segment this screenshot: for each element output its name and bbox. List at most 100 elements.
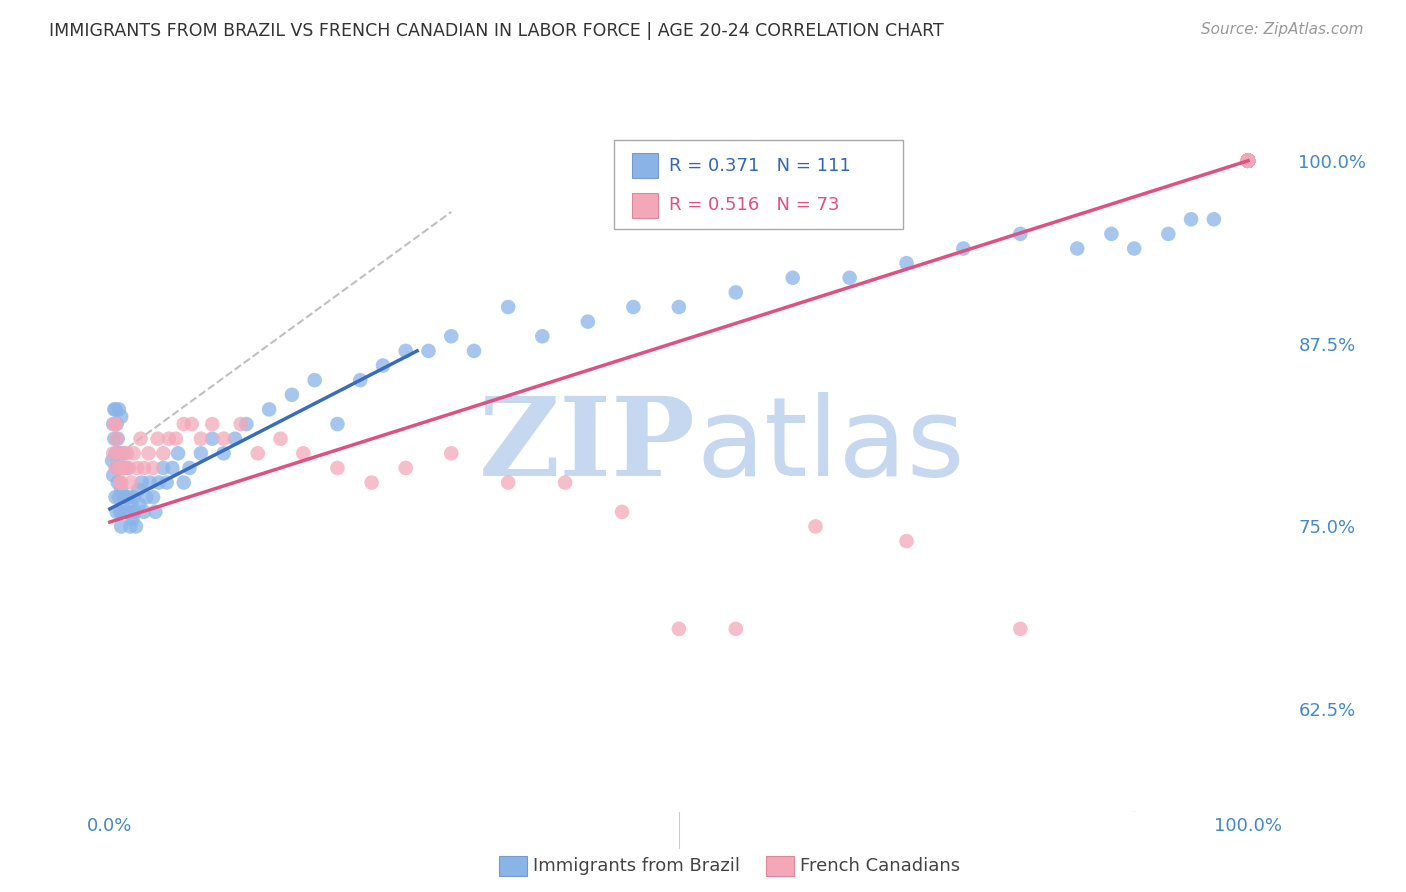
Point — [224, 432, 246, 446]
Text: atlas: atlas — [696, 392, 965, 500]
Point — [1237, 153, 1260, 168]
Point — [122, 446, 145, 460]
Point — [1237, 153, 1260, 168]
Point — [120, 519, 142, 533]
Point — [257, 402, 280, 417]
Point — [108, 505, 131, 519]
Point — [152, 461, 174, 475]
Text: Immigrants from Brazil: Immigrants from Brazil — [533, 857, 740, 875]
Point — [103, 417, 125, 431]
Point — [1010, 227, 1032, 241]
Point — [1237, 153, 1260, 168]
Point — [246, 446, 269, 460]
Point — [1237, 153, 1260, 168]
Point — [112, 446, 135, 460]
Point — [108, 461, 131, 475]
Point — [108, 490, 131, 504]
Point — [127, 461, 149, 475]
Point — [129, 432, 152, 446]
Text: R = 0.371   N = 111: R = 0.371 N = 111 — [669, 157, 851, 175]
Point — [107, 432, 129, 446]
Point — [103, 432, 125, 446]
Point — [496, 300, 519, 314]
Point — [1010, 622, 1032, 636]
Point — [1237, 153, 1260, 168]
Point — [115, 505, 138, 519]
Point — [1237, 153, 1260, 168]
Point — [110, 409, 132, 424]
Point — [1237, 153, 1260, 168]
Point — [1237, 153, 1260, 168]
Point — [1237, 153, 1260, 168]
Point — [212, 446, 235, 460]
Point — [1237, 153, 1260, 168]
Point — [1237, 153, 1260, 168]
Point — [1237, 153, 1260, 168]
Point — [118, 461, 141, 475]
Point — [1237, 153, 1260, 168]
Point — [896, 256, 918, 270]
Point — [1237, 153, 1260, 168]
Point — [138, 475, 160, 490]
Point — [118, 505, 141, 519]
Point — [103, 446, 125, 460]
Point — [1237, 153, 1260, 168]
Point — [108, 402, 131, 417]
Point — [1237, 153, 1260, 168]
Point — [111, 461, 134, 475]
Point — [1237, 153, 1260, 168]
Point — [173, 417, 195, 431]
Point — [165, 432, 187, 446]
Point — [110, 519, 132, 533]
Point — [103, 468, 125, 483]
Point — [1237, 153, 1260, 168]
Point — [1237, 153, 1260, 168]
Point — [103, 402, 125, 417]
Point — [121, 512, 143, 526]
Text: R = 0.516   N = 73: R = 0.516 N = 73 — [669, 196, 839, 214]
Point — [110, 475, 132, 490]
Point — [132, 461, 155, 475]
Point — [349, 373, 371, 387]
Point — [104, 446, 127, 460]
Point — [180, 417, 202, 431]
Point — [1237, 153, 1260, 168]
Point — [395, 461, 418, 475]
Point — [114, 490, 136, 504]
Point — [235, 417, 257, 431]
Point — [896, 534, 918, 549]
Point — [128, 498, 150, 512]
Point — [1237, 153, 1260, 168]
Point — [724, 285, 747, 300]
Point — [107, 446, 129, 460]
Point — [190, 446, 212, 460]
Point — [114, 505, 136, 519]
Point — [1180, 212, 1202, 227]
Point — [1237, 153, 1260, 168]
Point — [1237, 153, 1260, 168]
Point — [127, 483, 149, 497]
Point — [326, 461, 349, 475]
Point — [146, 432, 169, 446]
Point — [1237, 153, 1260, 168]
Point — [142, 490, 165, 504]
Point — [148, 475, 170, 490]
Point — [114, 461, 136, 475]
Point — [1202, 212, 1225, 227]
Point — [1237, 153, 1260, 168]
Point — [1237, 153, 1260, 168]
Point — [304, 373, 326, 387]
Point — [108, 446, 131, 460]
Point — [117, 490, 139, 504]
Point — [1237, 153, 1260, 168]
Point — [804, 519, 827, 533]
Point — [101, 453, 124, 467]
Point — [105, 432, 128, 446]
Point — [1237, 153, 1260, 168]
Point — [1123, 242, 1146, 256]
Point — [1237, 153, 1260, 168]
Point — [107, 475, 129, 490]
Point — [1237, 153, 1260, 168]
Point — [1099, 227, 1122, 241]
Point — [120, 475, 142, 490]
